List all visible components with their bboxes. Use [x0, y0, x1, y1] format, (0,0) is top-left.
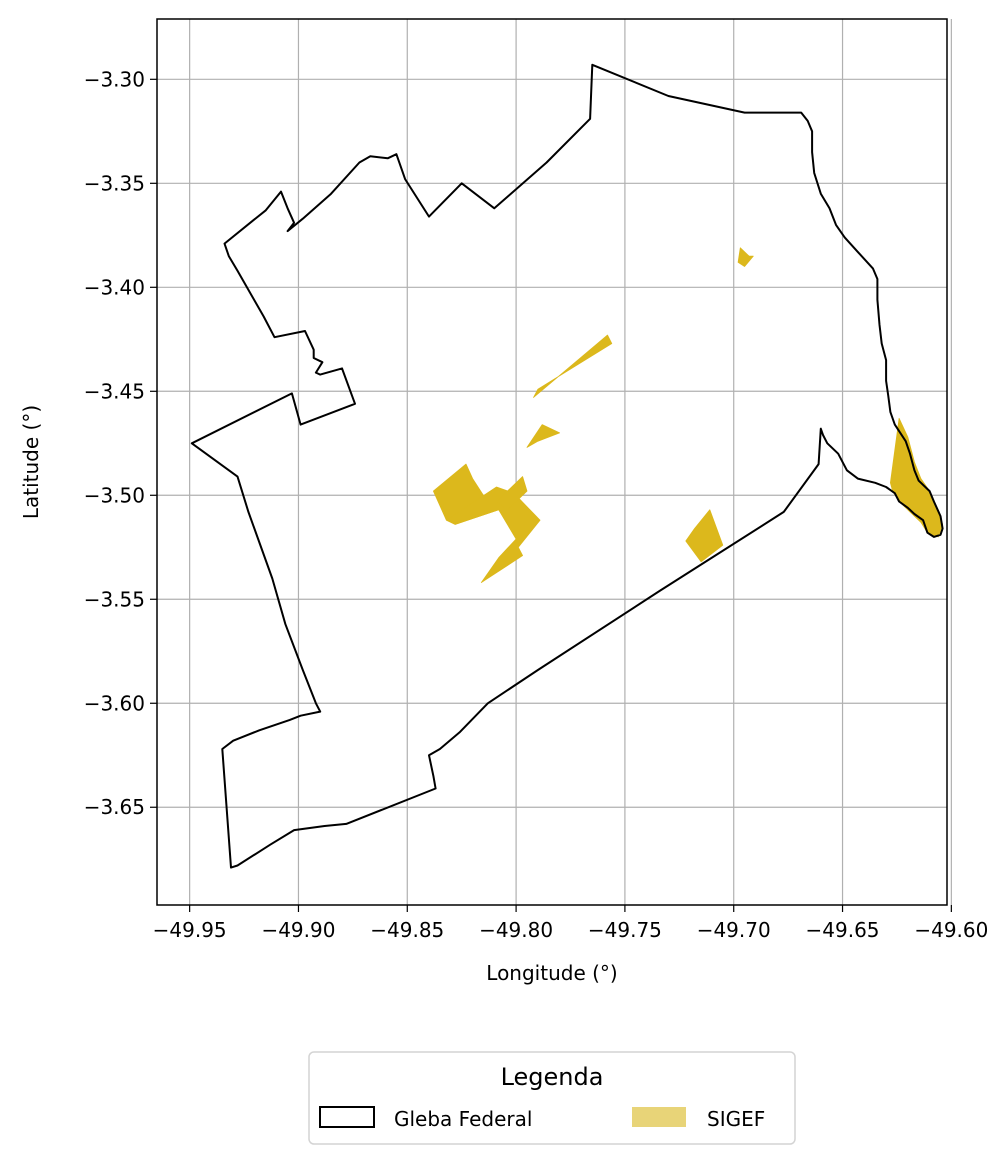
grid-lines — [157, 19, 952, 905]
plot-frame — [156, 18, 948, 906]
gleba-federal-boundary — [190, 63, 944, 869]
legend-swatch-sigef — [632, 1107, 686, 1127]
legend-swatch-gleba — [319, 1106, 375, 1128]
x-axis-ticks: −49.95 −49.90 −49.85 −49.80 −49.75 −49.70 −49.… — [153, 905, 987, 942]
y-tick-label: −3.40 — [84, 275, 145, 299]
y-tick-label: −3.45 — [84, 379, 145, 403]
y-tick-label: −3.50 — [84, 483, 145, 507]
x-tick-label: −49.80 — [479, 918, 553, 942]
y-axis-label: Latitude (°) — [19, 405, 43, 519]
x-tick-label: −49.65 — [806, 918, 880, 942]
gleba-layer — [190, 63, 944, 869]
x-tick-label: −49.60 — [914, 918, 987, 942]
sigef-parcel-6 — [737, 247, 754, 267]
y-axis-ticks: −3.30 −3.35 −3.40 −3.45 −3.50 −3.55 −3.60 −3.65 — [84, 67, 157, 819]
y-tick-label: −3.60 — [84, 691, 145, 715]
x-axis-label: Longitude (°) — [486, 961, 617, 985]
legend-label-sigef: SIGEF — [707, 1107, 765, 1131]
sigef-parcel-7 — [685, 509, 724, 563]
y-tick-label: −3.65 — [84, 795, 145, 819]
x-tick-label: −49.85 — [370, 918, 444, 942]
x-tick-label: −49.90 — [261, 918, 335, 942]
sigef-parcel-4 — [526, 424, 560, 448]
y-tick-label: −3.30 — [84, 67, 145, 91]
y-tick-label: −3.55 — [84, 587, 145, 611]
legend-title: Legenda — [501, 1063, 604, 1091]
sigef-parcel-3 — [496, 476, 528, 511]
legend-label-gleba: Gleba Federal — [394, 1107, 532, 1131]
legend: Legenda Gleba Federal SIGEF — [308, 1051, 796, 1145]
x-tick-label: −49.70 — [697, 918, 771, 942]
x-tick-label: −49.75 — [588, 918, 662, 942]
y-tick-label: −3.35 — [84, 171, 145, 195]
x-tick-label: −49.95 — [153, 918, 227, 942]
sigef-parcel-5 — [533, 334, 613, 398]
